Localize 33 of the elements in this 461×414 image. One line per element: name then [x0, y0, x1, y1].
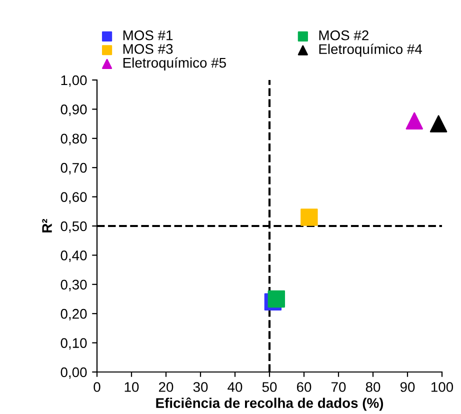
y-tick-label: 1,00 [61, 75, 87, 87]
x-tick-label: 60 [296, 382, 312, 392]
x-tick-label: 20 [158, 382, 174, 392]
legend-label: MOS #3 [123, 44, 173, 54]
x-tick-label: 0 [94, 382, 100, 392]
point [430, 115, 448, 132]
y-tick-label: 0,20 [60, 308, 87, 320]
legend-label: MOS #2 [319, 30, 368, 40]
y-tick-label: 0,70 [60, 162, 87, 174]
legend-label: MOS #1 [123, 30, 173, 40]
y-tick-label: 0,80 [60, 134, 87, 146]
y-tick-label: 0,10 [60, 338, 87, 350]
x-tick-label: 50 [262, 382, 277, 392]
x-tick-label: 40 [228, 382, 242, 392]
legend-label: Eletroquímico #5 [123, 57, 226, 70]
x-tick-label: 80 [366, 382, 380, 392]
x-tick-label: 70 [331, 382, 346, 392]
x-tick-label: 30 [193, 382, 208, 392]
y-tick-label: 0,90 [60, 104, 87, 116]
point [406, 112, 424, 130]
y-tick-label: 0,60 [60, 192, 87, 204]
y-tick-label: 0,40 [60, 250, 87, 262]
x-axis-title: Eficiência de recolha de dados (%) [156, 397, 384, 411]
x-tick-label: 100 [431, 382, 454, 392]
y-tick-label: 0,50 [60, 221, 87, 233]
legend-label: Eletroquímico #4 [319, 44, 422, 57]
y-tick-label: 0,30 [60, 280, 87, 292]
y-axis-title: R² [42, 218, 52, 232]
y-tick-label: 0,00 [60, 367, 87, 379]
point [300, 208, 318, 226]
point [268, 290, 286, 308]
x-tick-label: 90 [400, 382, 415, 392]
x-tick-label: 10 [124, 382, 139, 392]
